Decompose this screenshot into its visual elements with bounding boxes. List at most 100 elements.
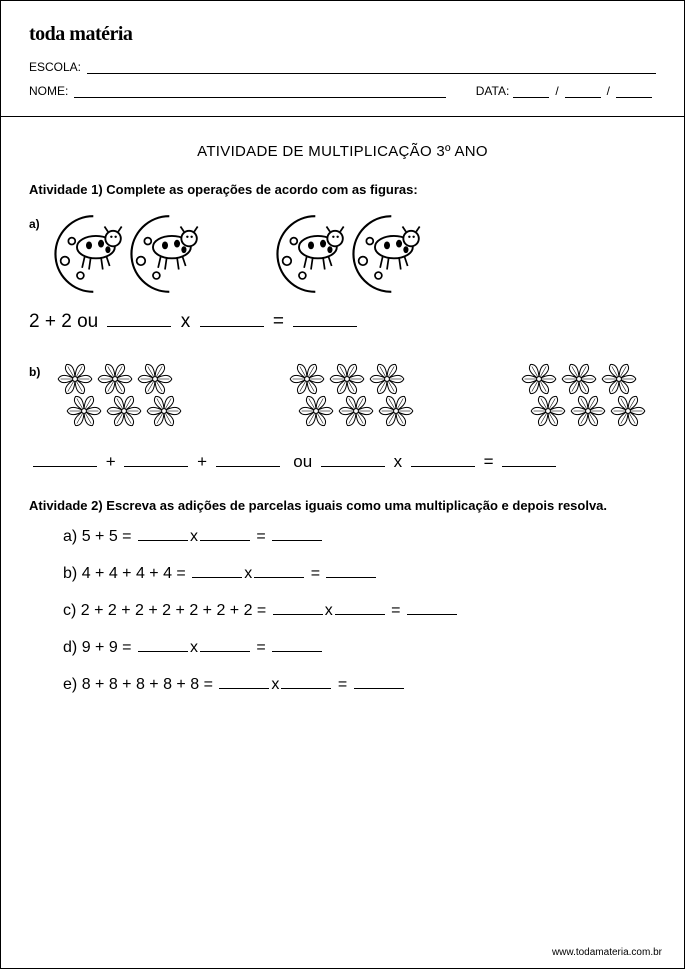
item-letter: c): [63, 602, 76, 619]
activity1-a-figures: a): [29, 211, 656, 297]
activity1-a-expression: 2 + 2 ou x =: [29, 311, 656, 333]
cow-moon-icon: [122, 211, 208, 297]
flower-group: [510, 359, 648, 431]
flower-icon: [64, 391, 104, 431]
item-letter: d): [63, 639, 77, 656]
name-line[interactable]: [74, 84, 445, 98]
brand-logo: toda matéria: [29, 23, 656, 46]
cow-moon-group-2: [268, 211, 430, 297]
blank-input[interactable]: [33, 451, 97, 467]
worksheet-page: toda matéria ESCOLA: NOME: DATA: / / ATI…: [0, 0, 685, 969]
blank-input[interactable]: [272, 638, 322, 652]
activity2-item: b) 4 + 4 + 4 + 4 = x =: [63, 564, 656, 583]
name-label: NOME:: [29, 84, 68, 98]
item-letter: e): [63, 676, 77, 693]
eq-symbol: =: [273, 311, 284, 332]
ou-word: ou: [293, 452, 312, 471]
blank-input[interactable]: [411, 451, 475, 467]
eq-symbol: =: [256, 528, 265, 545]
blank-input[interactable]: [272, 527, 322, 541]
school-field: ESCOLA:: [29, 60, 656, 74]
item-sum: 9 + 9 =: [82, 639, 132, 656]
footer-url: www.todamateria.com.br: [552, 947, 662, 958]
activity2-item: c) 2 + 2 + 2 + 2 + 2 + 2 + 2 = x =: [63, 601, 656, 620]
blank-input[interactable]: [335, 601, 385, 615]
item-sum: 5 + 5 =: [82, 528, 132, 545]
flower-group: [46, 359, 184, 431]
a-label: a): [29, 217, 40, 231]
activity2-prompt: Atividade 2) Escreva as adições de parce…: [29, 498, 656, 513]
date-label: DATA:: [476, 84, 510, 98]
cow-moon-icon: [344, 211, 430, 297]
blank-input[interactable]: [192, 564, 242, 578]
date-sep-2: /: [607, 84, 610, 98]
eq-symbol: =: [484, 452, 494, 471]
activity1-b-figures: [46, 359, 656, 431]
blank-input[interactable]: [407, 601, 457, 615]
flower-icon: [568, 391, 608, 431]
activity1-b-expression: + + ou x =: [29, 451, 656, 472]
eq-symbol: =: [311, 565, 320, 582]
activity2-list: a) 5 + 5 = x = b) 4 + 4 + 4 + 4 = x = c)…: [63, 527, 656, 694]
blank-input[interactable]: [107, 311, 171, 327]
activity1-prompt: Atividade 1) Complete as operações de ac…: [29, 182, 656, 197]
x-symbol: x: [181, 311, 191, 332]
x-symbol: x: [190, 528, 198, 545]
date-year-line[interactable]: [616, 84, 652, 98]
blank-input[interactable]: [321, 451, 385, 467]
page-title: ATIVIDADE DE MULTIPLICAÇÃO 3º ANO: [29, 143, 656, 160]
item-sum: 8 + 8 + 8 + 8 + 8 =: [82, 676, 213, 693]
activity2-prompt-part2: depois resolva.: [509, 498, 607, 513]
blank-input[interactable]: [216, 451, 280, 467]
activity2-item: e) 8 + 8 + 8 + 8 + 8 = x =: [63, 675, 656, 694]
x-symbol: x: [325, 602, 333, 619]
x-symbol: x: [394, 452, 403, 471]
date-sep-1: /: [555, 84, 558, 98]
blank-input[interactable]: [502, 451, 556, 467]
school-line[interactable]: [87, 60, 656, 74]
flower-icon: [608, 391, 648, 431]
header-divider: [1, 116, 684, 117]
date-month-line[interactable]: [565, 84, 601, 98]
date-day-line[interactable]: [513, 84, 549, 98]
eq-symbol: =: [338, 676, 347, 693]
item-sum: 2 + 2 + 2 + 2 + 2 + 2 + 2 =: [81, 602, 266, 619]
blank-input[interactable]: [354, 675, 404, 689]
x-symbol: x: [244, 565, 252, 582]
blank-input[interactable]: [273, 601, 323, 615]
flower-icon: [104, 391, 144, 431]
blank-input[interactable]: [200, 638, 250, 652]
blank-input[interactable]: [281, 675, 331, 689]
flower-icon: [528, 391, 568, 431]
x-symbol: x: [190, 639, 198, 656]
blank-input[interactable]: [138, 527, 188, 541]
blank-input[interactable]: [200, 311, 264, 327]
cow-moon-group-1: [46, 211, 208, 297]
cow-moon-icon: [268, 211, 354, 297]
plus-symbol: +: [106, 452, 116, 471]
blank-input[interactable]: [326, 564, 376, 578]
item-letter: a): [63, 528, 77, 545]
item-letter: b): [63, 565, 77, 582]
blank-input[interactable]: [200, 527, 250, 541]
activity2-item: d) 9 + 9 = x =: [63, 638, 656, 657]
blank-input[interactable]: [124, 451, 188, 467]
activity2-prompt-part1: Atividade 2) Escreva as adições de parce…: [29, 498, 509, 513]
flower-icon: [336, 391, 376, 431]
item-sum: 4 + 4 + 4 + 4 =: [82, 565, 186, 582]
school-label: ESCOLA:: [29, 60, 81, 74]
blank-input[interactable]: [293, 311, 357, 327]
a-expr-prefix: 2 + 2 ou: [29, 311, 98, 332]
eq-symbol: =: [256, 639, 265, 656]
eq-symbol: =: [391, 602, 400, 619]
name-date-row: NOME: DATA: / /: [29, 84, 656, 98]
flower-group: [278, 359, 416, 431]
blank-input[interactable]: [138, 638, 188, 652]
blank-input[interactable]: [254, 564, 304, 578]
flower-icon: [296, 391, 336, 431]
plus-symbol: +: [197, 452, 207, 471]
cow-moon-icon: [46, 211, 132, 297]
x-symbol: x: [271, 676, 279, 693]
flower-icon: [144, 391, 184, 431]
blank-input[interactable]: [219, 675, 269, 689]
